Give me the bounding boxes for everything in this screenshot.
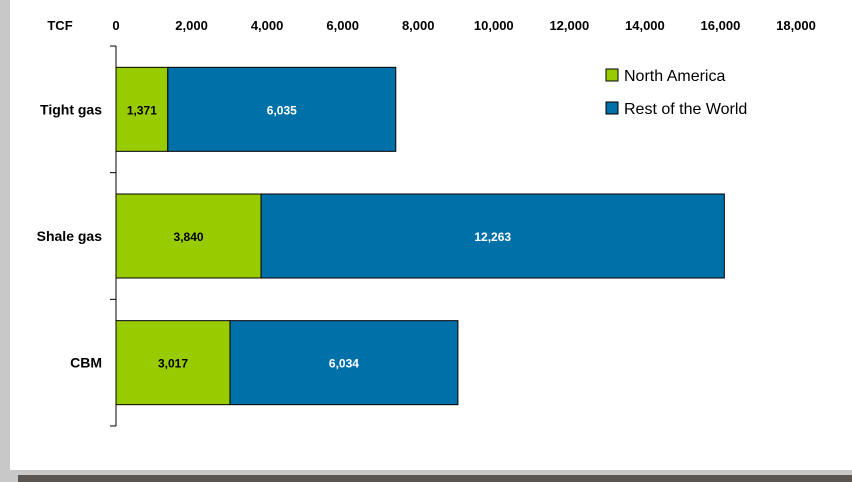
legend: North America Rest of the World [605,68,747,118]
x-tick-label: 8,000 [402,18,435,33]
bar-segment [229,320,459,406]
data-label: 6,034 [329,357,359,371]
bottom-frame-bar [18,475,852,482]
x-tick-label: 18,000 [776,18,816,33]
data-label: 12,263 [474,230,511,244]
stacked-bar-chart: TCF 0 2,000 4,000 6,000 8,000 10,000 12,000 14,… [37,18,816,427]
data-label: 3,840 [174,230,204,244]
x-tick-label: 2,000 [175,18,208,33]
bar-segment [115,320,231,406]
x-tick-label: 10,000 [474,18,514,33]
bar-segment [260,193,725,279]
data-label: 1,371 [127,103,157,117]
x-tick-label: 14,000 [625,18,665,33]
category-axis: Tight gas Shale gas CBM [37,45,116,427]
x-tick-label: 6,000 [326,18,359,33]
legend-swatch [605,101,619,115]
x-axis-ticks: 0 2,000 4,000 6,000 8,000 10,000 12,000 14,000 1… [112,18,816,33]
legend-label: North America [624,68,725,85]
category-label: CBM [70,355,102,371]
bar-segment [167,66,397,152]
data-label: 3,017 [158,357,188,371]
bar-segment [115,66,169,152]
data-label: 6,035 [267,103,297,117]
legend-label: Rest of the World [624,101,747,118]
x-tick-label: 0 [112,18,119,33]
legend-swatch [605,68,619,82]
x-tick-label: 12,000 [549,18,589,33]
unit-label: TCF [47,18,72,33]
bars: 1,371 6,035 3,840 12,263 3,017 6,034 [115,66,725,406]
x-tick-label: 4,000 [251,18,284,33]
x-tick-label: 16,000 [701,18,741,33]
bar-segment [115,193,262,279]
category-label: Shale gas [37,228,103,244]
left-frame-strip [0,0,10,482]
category-label: Tight gas [40,101,102,117]
